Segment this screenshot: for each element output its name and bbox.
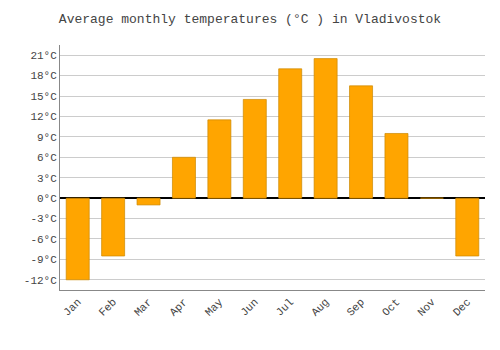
svg-text:Jul: Jul [274,296,296,318]
svg-text:15°C: 15°C [30,91,57,103]
svg-text:Feb: Feb [97,296,119,318]
svg-text:Aug: Aug [309,296,331,318]
svg-text:-6°C: -6°C [30,234,57,246]
svg-text:Apr: Apr [167,296,189,318]
svg-text:Sep: Sep [345,296,367,318]
svg-text:6°C: 6°C [37,152,57,164]
svg-text:Mar: Mar [132,296,154,318]
svg-text:Nov: Nov [415,296,438,319]
svg-text:-9°C: -9°C [30,254,57,266]
svg-text:May: May [203,296,226,319]
svg-text:Oct: Oct [380,296,402,318]
svg-text:0°C: 0°C [37,193,57,205]
svg-text:12°C: 12°C [30,111,57,123]
svg-text:-3°C: -3°C [30,213,57,225]
svg-text:21°C: 21°C [30,50,57,62]
svg-text:Jan: Jan [61,296,83,318]
svg-text:Dec: Dec [451,296,473,318]
svg-text:18°C: 18°C [30,70,57,82]
svg-text:9°C: 9°C [37,132,57,144]
svg-text:3°C: 3°C [37,173,57,185]
svg-text:Average monthly temperatures (: Average monthly temperatures (°C ) in Vl… [59,12,441,27]
svg-text:Jun: Jun [238,296,260,318]
svg-text:-12°C: -12°C [24,275,57,287]
